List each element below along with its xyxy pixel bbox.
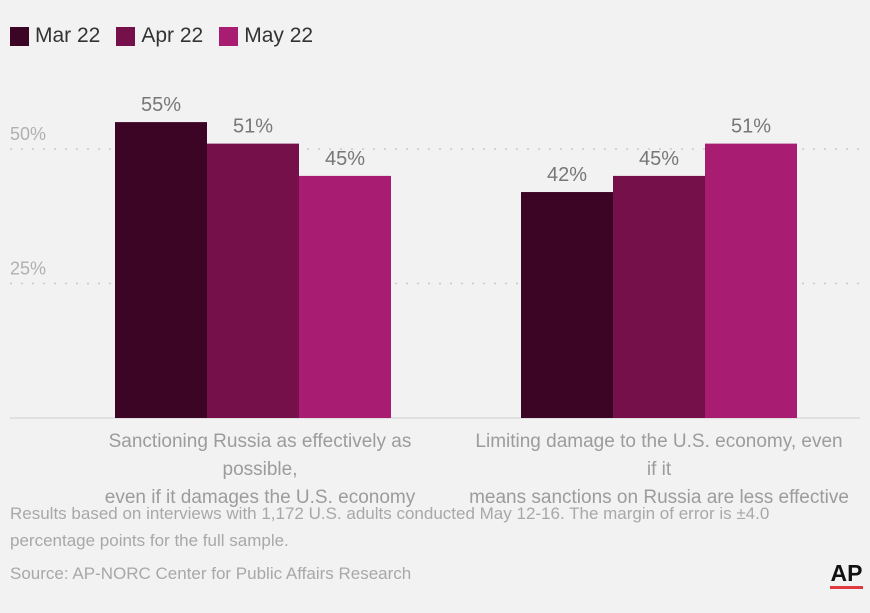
legend-label-3: May 22 bbox=[244, 24, 314, 47]
legend-label-1: Mar 22 bbox=[35, 24, 101, 47]
legend-item-3: May 22 bbox=[219, 24, 313, 48]
ap-logo: AP bbox=[830, 560, 863, 589]
legend-swatch-3 bbox=[219, 26, 239, 46]
category-label-1-line-1: Sanctioning Russia as effectively as pos… bbox=[108, 431, 412, 480]
legend-item-2: Apr 22 bbox=[116, 24, 203, 48]
category-label-2-line-1: Limiting damage to the U.S. economy, eve… bbox=[475, 431, 843, 480]
category-label-1-line-2: even if it damages the U.S. economy bbox=[104, 487, 416, 508]
value-label-1-apr-22: 51% bbox=[233, 116, 273, 138]
bar-2-may-22 bbox=[705, 143, 797, 418]
y-tick-label-25: 25% bbox=[10, 259, 46, 279]
legend: Mar 22 Apr 22 May 22 bbox=[10, 24, 313, 48]
legend-swatch-1 bbox=[10, 26, 29, 46]
value-label-1-mar-22: 55% bbox=[141, 94, 181, 116]
legend-swatch-2 bbox=[116, 26, 136, 46]
value-label-1-may-22: 45% bbox=[325, 148, 365, 170]
value-label-2-mar-22: 42% bbox=[547, 164, 587, 186]
legend-item-1: Mar 22 bbox=[10, 24, 100, 48]
bar-chart: 25% 50% 55% 51% 45% 42% 45% 51% bbox=[10, 94, 860, 419]
y-tick-label-50: 50% bbox=[10, 124, 46, 144]
value-label-2-may-22: 51% bbox=[731, 116, 771, 138]
methodology-note: Results based on interviews with 1,172 U… bbox=[10, 504, 770, 550]
bar-1-apr-22 bbox=[207, 143, 299, 418]
source-credit: Source: AP-NORC Center for Public Affair… bbox=[10, 564, 412, 583]
legend-label-2: Apr 22 bbox=[141, 24, 204, 47]
value-label-2-apr-22: 45% bbox=[639, 148, 679, 170]
bar-2-mar-22 bbox=[521, 192, 613, 418]
category-label-1: Sanctioning Russia as effectively as pos… bbox=[70, 428, 450, 512]
bar-1-may-22 bbox=[299, 175, 391, 418]
category-label-2-line-2: means sanctions on Russia are less effec… bbox=[469, 487, 849, 508]
bar-2-apr-22 bbox=[613, 175, 705, 418]
bar-1-mar-22 bbox=[115, 122, 207, 418]
category-label-2: Limiting damage to the U.S. economy, eve… bbox=[469, 428, 849, 512]
